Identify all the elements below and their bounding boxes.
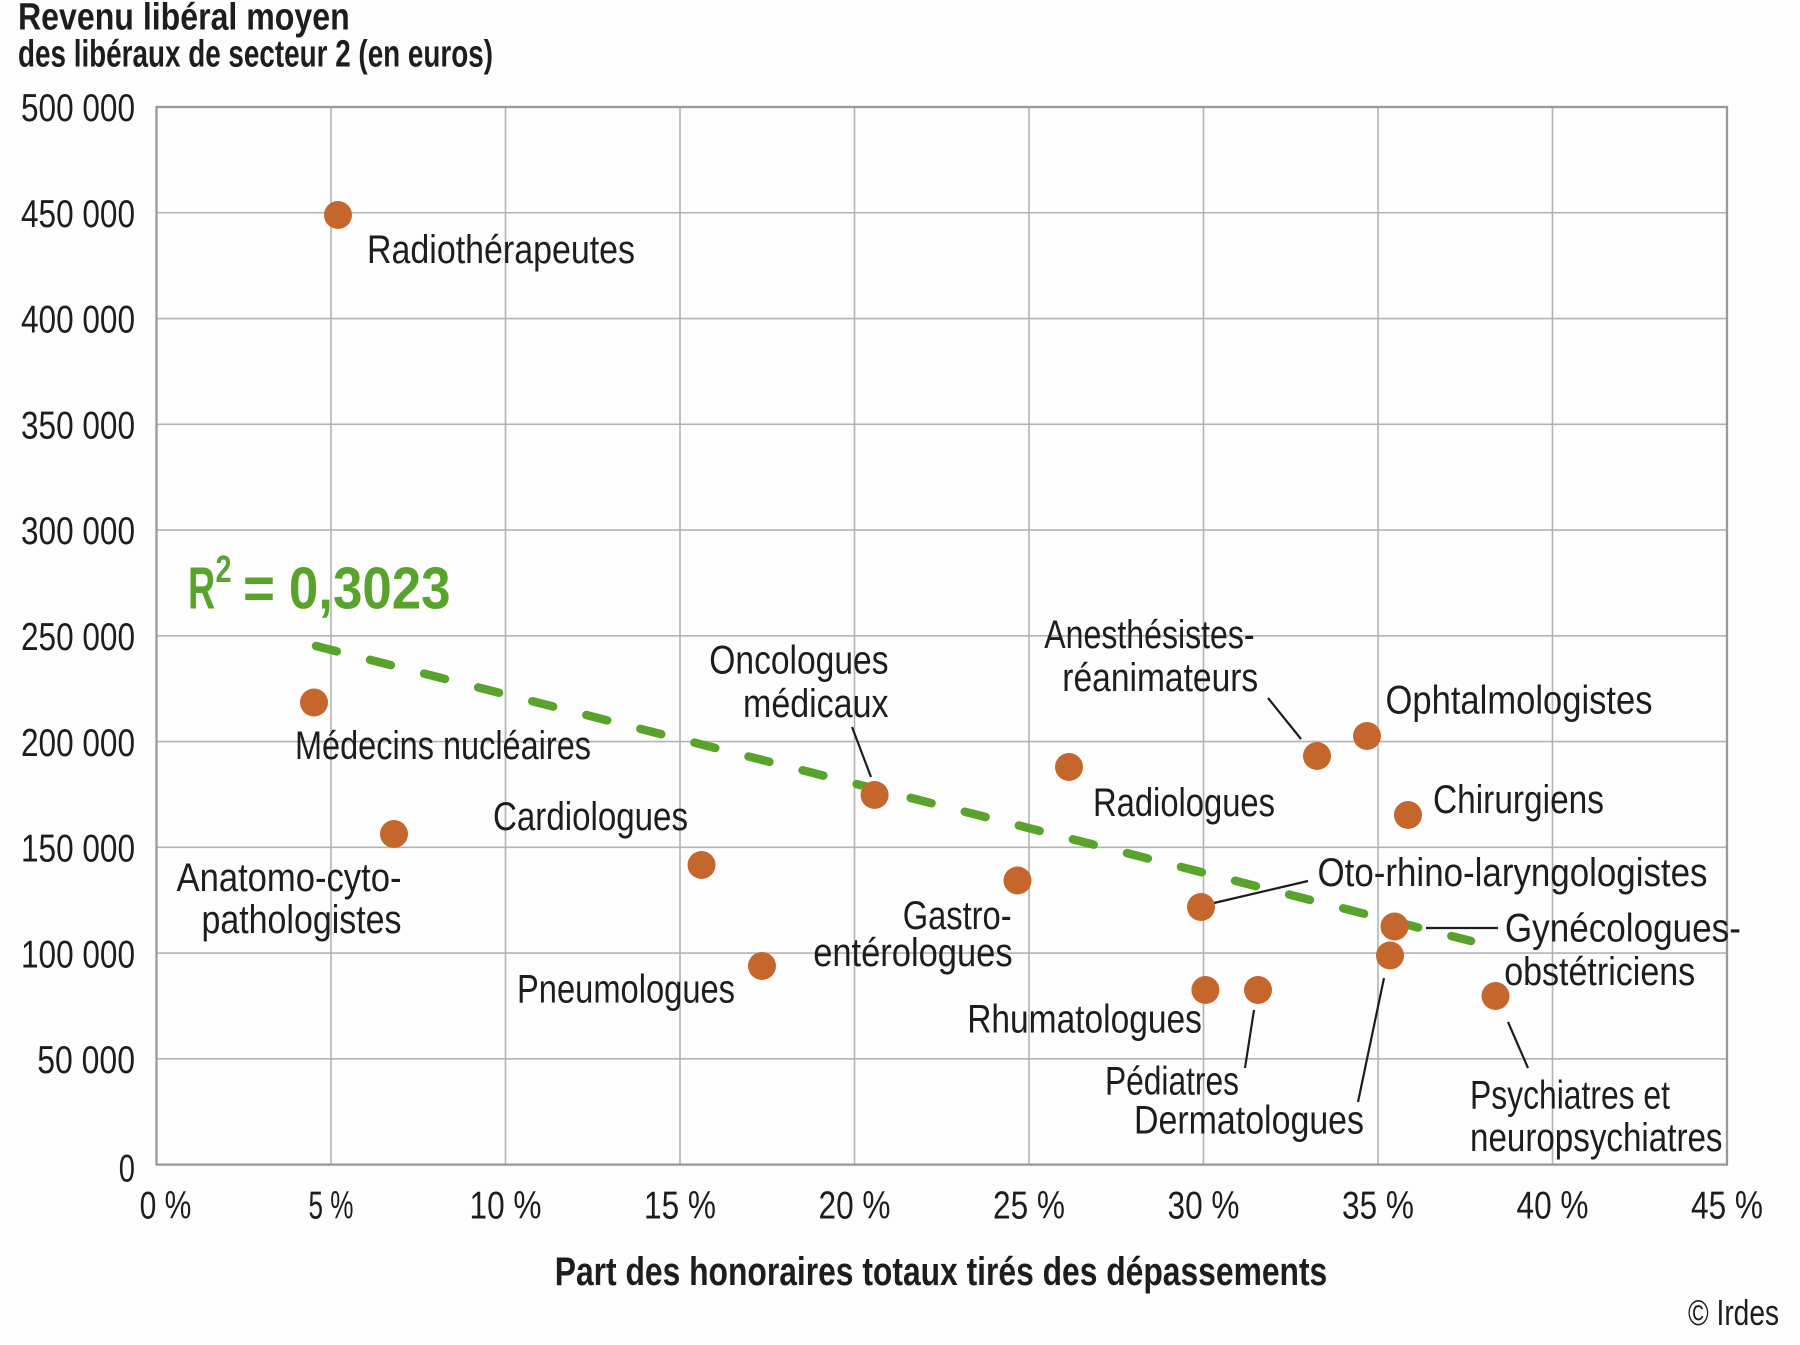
svg-text:20 %: 20 % [819, 1184, 891, 1227]
svg-text:obstétriciens: obstétriciens [1504, 950, 1695, 994]
svg-text:350 000: 350 000 [21, 405, 135, 448]
svg-text:Radiothérapeutes: Radiothérapeutes [367, 228, 635, 272]
svg-text:neuropsychiatres: neuropsychiatres [1470, 1116, 1723, 1160]
svg-text:0: 0 [119, 1148, 135, 1191]
svg-text:50 000: 50 000 [37, 1039, 135, 1082]
svg-text:0 %: 0 % [140, 1184, 192, 1227]
svg-text:© Irdes: © Irdes [1688, 1292, 1779, 1333]
svg-text:30 %: 30 % [1168, 1184, 1240, 1227]
svg-text:Pédiatres: Pédiatres [1105, 1060, 1239, 1104]
svg-text:pathologistes: pathologistes [202, 898, 402, 942]
svg-text:2: 2 [216, 549, 232, 591]
svg-text:15 %: 15 % [644, 1184, 716, 1227]
svg-text:médicaux: médicaux [743, 682, 889, 726]
svg-text:Part des honoraires totaux tir: Part des honoraires totaux tirés des dép… [555, 1250, 1328, 1294]
svg-text:réanimateurs: réanimateurs [1062, 656, 1258, 700]
svg-text:400 000: 400 000 [21, 299, 135, 342]
svg-text:Gynécologues-: Gynécologues- [1505, 907, 1741, 951]
svg-text:10 %: 10 % [470, 1184, 542, 1227]
svg-text:35 %: 35 % [1342, 1184, 1414, 1227]
svg-text:=: = [243, 555, 275, 621]
svg-text:40 %: 40 % [1517, 1184, 1589, 1227]
svg-text:Gastro-: Gastro- [903, 894, 1012, 938]
svg-text:200 000: 200 000 [21, 722, 135, 765]
svg-text:45 %: 45 % [1691, 1184, 1763, 1227]
svg-text:Revenu libéral moyen: Revenu libéral moyen [18, 0, 350, 39]
svg-text:Cardiologues: Cardiologues [493, 795, 688, 839]
svg-text:0,3023: 0,3023 [289, 555, 451, 621]
svg-text:Chirurgiens: Chirurgiens [1433, 778, 1604, 822]
svg-text:250 000: 250 000 [21, 616, 135, 659]
svg-text:Radiologues: Radiologues [1093, 781, 1275, 825]
svg-text:Médecins nucléaires: Médecins nucléaires [295, 724, 591, 768]
svg-text:des libéraux de secteur 2 (en: des libéraux de secteur 2 (en euros) [18, 34, 493, 76]
svg-text:25 %: 25 % [993, 1184, 1065, 1227]
svg-text:Anatomo-cyto-: Anatomo-cyto- [177, 856, 402, 900]
svg-text:100 000: 100 000 [21, 933, 135, 976]
svg-text:R: R [188, 555, 215, 621]
svg-text:Pneumologues: Pneumologues [517, 968, 735, 1012]
svg-text:150 000: 150 000 [21, 828, 135, 871]
svg-text:Rhumatologues: Rhumatologues [967, 998, 1202, 1042]
svg-text:5 %: 5 % [309, 1184, 354, 1227]
svg-text:Dermatologues: Dermatologues [1134, 1099, 1364, 1143]
svg-text:Psychiatres et: Psychiatres et [1470, 1073, 1670, 1117]
svg-text:Anesthésistes-: Anesthésistes- [1044, 613, 1254, 657]
svg-text:450 000: 450 000 [21, 193, 135, 236]
svg-text:Ophtalmologistes: Ophtalmologistes [1386, 679, 1653, 723]
svg-text:entérologues: entérologues [813, 931, 1012, 975]
svg-text:500 000: 500 000 [21, 87, 135, 130]
svg-text:Oncologues: Oncologues [709, 639, 888, 683]
svg-text:Oto-rhino-laryngologistes: Oto-rhino-laryngologistes [1318, 851, 1708, 895]
svg-text:300 000: 300 000 [21, 510, 135, 553]
